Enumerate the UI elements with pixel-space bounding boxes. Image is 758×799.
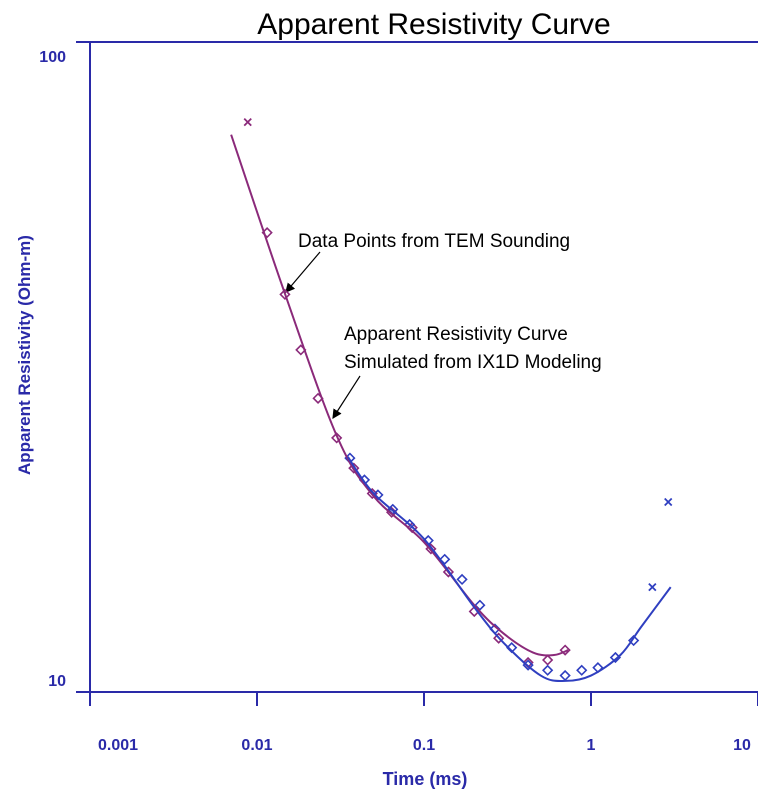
x-tick-label: 0.001 (98, 737, 138, 754)
data-point (542, 664, 554, 676)
x-tick-label: 10 (733, 737, 751, 754)
y-axis-label: Apparent Resistivity (Ohm-m) (15, 235, 34, 475)
chart-title: Apparent Resistivity Curve (257, 8, 610, 41)
annotation: Apparent Resistivity Curve (344, 324, 568, 345)
data-point (627, 634, 640, 647)
data-point (542, 654, 554, 666)
data-point (474, 599, 486, 611)
data-point (331, 432, 343, 444)
data-point (559, 669, 571, 682)
x-tick-label: 1 (587, 737, 596, 754)
data-point (439, 553, 451, 565)
data-point (243, 117, 252, 127)
model-curve (347, 456, 672, 682)
annotation: Simulated from IX1D Modeling (344, 352, 602, 373)
data-point (493, 632, 505, 644)
data-point (456, 573, 468, 586)
annotation-arrow (285, 251, 321, 293)
data-point (442, 566, 455, 578)
data-point (664, 497, 673, 507)
x-tick-label: 0.1 (413, 737, 435, 754)
x-axis-label: Time (ms) (383, 769, 468, 789)
data-point (576, 664, 588, 676)
annotation: Data Points from TEM Sounding (298, 231, 570, 252)
y-tick-label: 10 (48, 673, 66, 690)
x-tick-label: 0.01 (241, 737, 272, 754)
data-point (348, 462, 360, 474)
data-point (559, 644, 571, 656)
data-point (648, 582, 657, 592)
y-tick-label: 100 (39, 49, 66, 66)
annotation-arrow (332, 375, 361, 420)
model-curve (230, 134, 569, 657)
data-point (279, 288, 291, 301)
